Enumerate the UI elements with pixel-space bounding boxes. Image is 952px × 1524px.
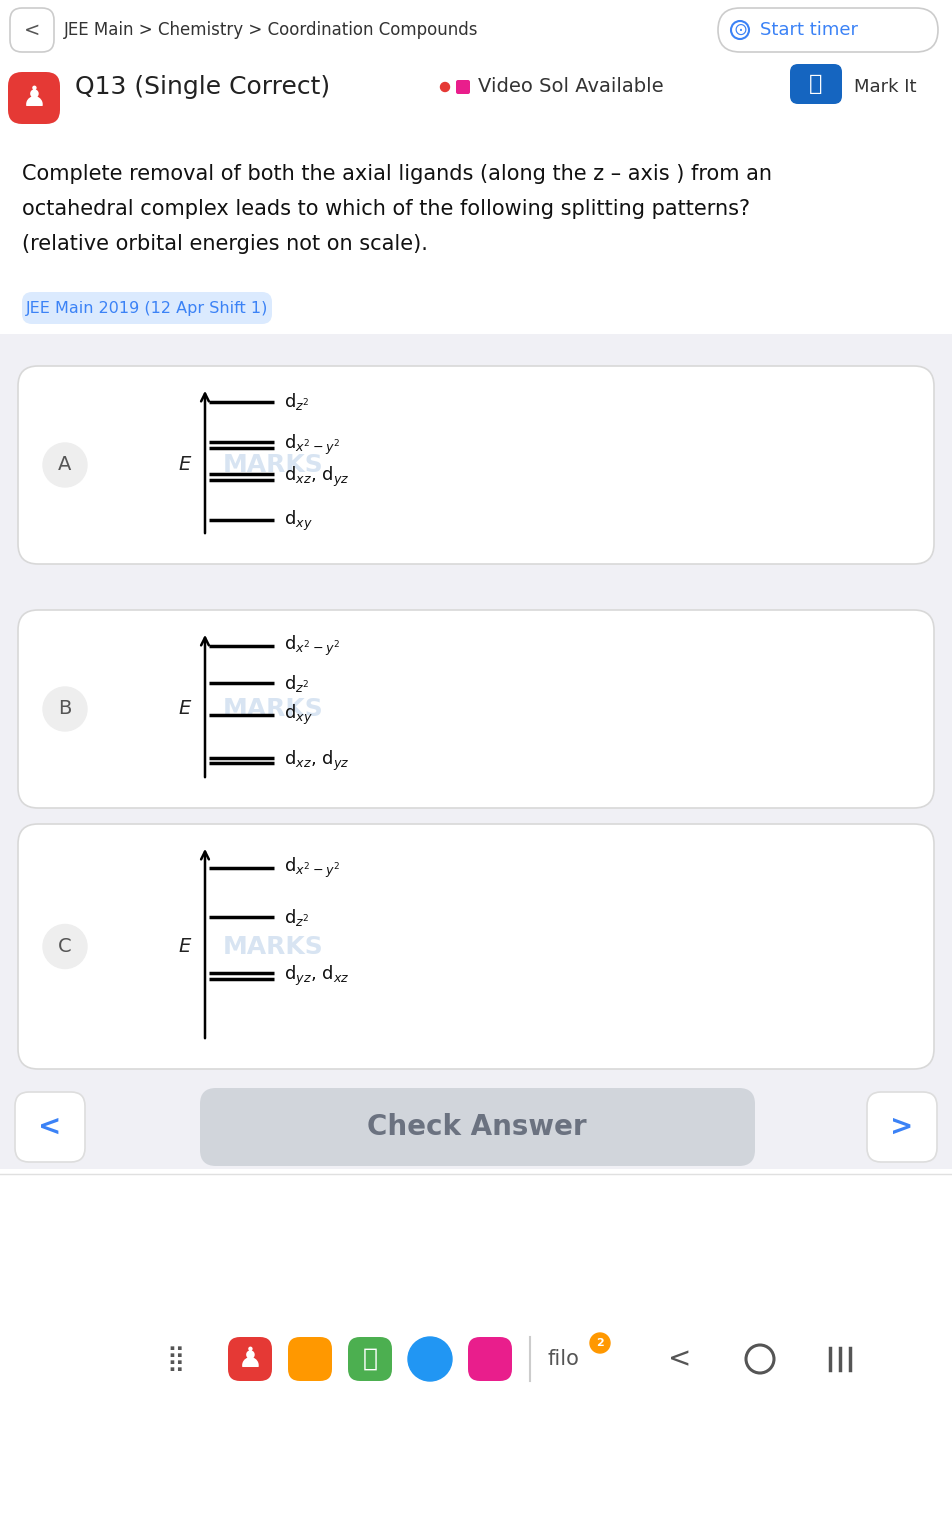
Text: d$_{xy}$: d$_{xy}$ [284,703,312,727]
Text: C: C [58,937,71,956]
FancyBboxPatch shape [18,610,934,808]
Text: 🔖: 🔖 [809,75,823,94]
Text: Complete removal of both the axial ligands (along the z – axis ) from an: Complete removal of both the axial ligan… [22,165,772,184]
Text: d$_{xz}$, d$_{yz}$: d$_{xz}$, d$_{yz}$ [284,465,349,489]
Bar [0,1064,952,1173]
Bar [0,152,952,303]
Text: d$_{z^2}$: d$_{z^2}$ [284,672,309,693]
FancyBboxPatch shape [288,1337,332,1381]
Text: d$_{x^2-y^2}$: d$_{x^2-y^2}$ [284,634,340,658]
Text: Mark It: Mark It [854,78,917,96]
Bar [0,274,952,334]
Text: E: E [179,456,191,474]
Text: d$_{yz}$, d$_{xz}$: d$_{yz}$, d$_{xz}$ [284,963,349,988]
Text: ♟: ♟ [22,84,47,111]
Text: MARKS: MARKS [223,696,324,721]
Text: octahedral complex leads to which of the following splitting patterns?: octahedral complex leads to which of the… [22,200,750,219]
Text: d$_{xy}$: d$_{xy}$ [284,509,312,532]
Circle shape [43,687,87,732]
FancyBboxPatch shape [348,1337,392,1381]
Text: <: < [24,20,40,40]
Text: JEE Main > Chemistry > Coordination Compounds: JEE Main > Chemistry > Coordination Comp… [64,21,479,40]
Circle shape [590,1334,610,1353]
FancyBboxPatch shape [22,293,272,325]
Text: 2: 2 [596,1338,604,1349]
FancyBboxPatch shape [10,8,54,52]
Text: (relative orbital energies not on scale).: (relative orbital energies not on scale)… [22,235,427,255]
FancyBboxPatch shape [228,1337,272,1381]
Text: >: > [890,1113,914,1141]
Text: JEE Main 2019 (12 Apr Shift 1): JEE Main 2019 (12 Apr Shift 1) [26,300,268,315]
Text: E: E [179,700,191,718]
FancyBboxPatch shape [15,1093,85,1161]
Text: Video Sol Available: Video Sol Available [478,78,664,96]
Circle shape [43,443,87,488]
Text: MARKS: MARKS [223,453,324,477]
Text: E: E [179,937,191,956]
Text: d$_{xz}$, d$_{yz}$: d$_{xz}$, d$_{yz}$ [284,748,349,773]
Text: 📞: 📞 [363,1347,378,1372]
Text: filo: filo [548,1349,580,1369]
FancyBboxPatch shape [468,1337,512,1381]
Text: Start timer: Start timer [760,21,858,40]
Circle shape [408,1337,452,1381]
Bar [0,1169,952,1524]
Text: ⣿: ⣿ [166,1347,184,1372]
Circle shape [43,925,87,968]
Bar [0,0,952,59]
Text: A: A [58,456,71,474]
Text: d$_{x^2-y^2}$: d$_{x^2-y^2}$ [284,433,340,457]
FancyBboxPatch shape [718,8,938,52]
FancyBboxPatch shape [200,1088,755,1166]
Text: d$_{x^2-y^2}$: d$_{x^2-y^2}$ [284,856,340,881]
FancyBboxPatch shape [18,824,934,1068]
Text: d$_{z^2}$: d$_{z^2}$ [284,392,309,411]
Text: d$_{z^2}$: d$_{z^2}$ [284,907,309,928]
FancyBboxPatch shape [790,64,842,104]
FancyBboxPatch shape [867,1093,937,1161]
FancyBboxPatch shape [8,72,60,123]
Text: Q13 (Single Correct): Q13 (Single Correct) [75,75,330,99]
Text: Check Answer: Check Answer [367,1113,586,1141]
Text: ⊙: ⊙ [733,21,747,40]
Circle shape [441,82,449,91]
FancyBboxPatch shape [18,366,934,564]
Bar [0,53,952,154]
Text: <: < [38,1113,62,1141]
Text: <: < [668,1346,692,1373]
Text: ♟: ♟ [238,1346,263,1373]
FancyBboxPatch shape [456,79,470,94]
Text: B: B [58,700,71,718]
Text: MARKS: MARKS [223,934,324,959]
